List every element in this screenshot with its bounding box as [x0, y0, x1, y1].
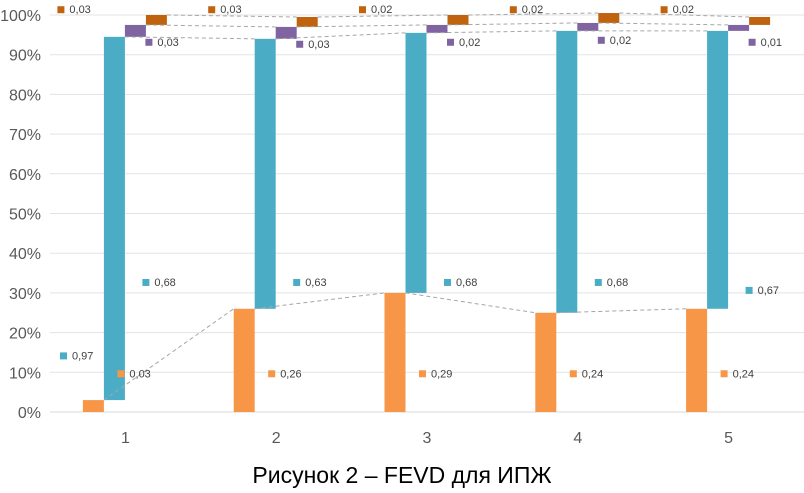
bar-s4: [296, 16, 318, 27]
x-tick-label: 2: [272, 430, 281, 447]
y-tick-label: 20%: [9, 326, 41, 343]
label-marker: [748, 38, 756, 46]
label-marker: [569, 370, 577, 378]
y-tick-label: 50%: [9, 207, 41, 224]
bar-s1: [384, 292, 406, 412]
data-label: 0,24: [733, 368, 754, 380]
label-marker: [745, 286, 753, 294]
label-marker: [268, 370, 276, 378]
bar-s1: [82, 400, 104, 412]
data-label: 0,02: [522, 4, 543, 16]
label-marker: [293, 278, 301, 286]
bar-s4: [145, 15, 167, 25]
y-tick-label: 10%: [9, 365, 41, 382]
connector-s1: [405, 292, 536, 314]
label-marker: [142, 278, 150, 286]
bar-s1: [233, 308, 255, 412]
bar-s2: [254, 38, 276, 309]
bar-s3: [728, 24, 750, 31]
connector-s3: [296, 24, 427, 28]
label-marker: [419, 370, 426, 378]
y-tick-label: 60%: [9, 167, 41, 184]
label-marker: [296, 40, 304, 48]
connectors: [103, 12, 750, 401]
connector-s4: [468, 12, 599, 16]
connector-s1: [254, 292, 385, 310]
data-label: 0,02: [459, 37, 480, 49]
connector-s1: [556, 308, 687, 314]
fevd-chart: 0% 10% 20% 30% 40% 50% 60% 70% 80% 90% 100% 1 2 3 4 5 0…: [0, 4, 804, 447]
label-marker: [509, 6, 517, 14]
connector-s4: [317, 14, 448, 18]
data-label: 0,03: [129, 368, 150, 380]
connector-s3: [447, 22, 578, 26]
figure-caption: Рисунок 2 – FEVD для ИПЖ: [252, 462, 552, 488]
label-marker: [447, 38, 454, 46]
bar-s4: [447, 15, 469, 25]
data-label: 0,02: [610, 35, 631, 47]
connector-s4: [166, 14, 297, 18]
y-tick-label: 90%: [9, 48, 41, 65]
bars: [82, 13, 771, 412]
bar-s4: [598, 13, 620, 23]
label-marker: [145, 38, 153, 46]
connector-s3: [145, 24, 276, 28]
data-label: 0,29: [431, 368, 452, 380]
label-marker: [720, 370, 728, 378]
bar-s3: [124, 24, 146, 37]
bar-s2: [556, 30, 578, 313]
data-labels: 0,03 0,68 0,03 0,03 0,26 0,63 0,03 0,03 0,29 0,68…: [57, 4, 782, 380]
data-label: 0,68: [456, 277, 477, 289]
y-tick-label: 80%: [9, 87, 41, 104]
label-marker: [208, 6, 216, 14]
data-label: 0,03: [157, 37, 178, 49]
data-label: 0,68: [607, 277, 628, 289]
bar-s3: [275, 26, 297, 39]
bar-s1: [686, 308, 708, 412]
data-label: 0,24: [582, 368, 603, 380]
bar-s4: [749, 16, 771, 25]
label-marker: [597, 36, 605, 44]
bar-s2: [405, 32, 427, 293]
label-marker: [117, 370, 125, 378]
data-label: 0,67: [758, 285, 779, 297]
x-tick-label: 5: [724, 430, 733, 447]
bar-s1: [535, 312, 557, 412]
data-label: 0,02: [371, 4, 392, 16]
y-tick-label: 70%: [9, 127, 41, 144]
data-label: 0,68: [154, 277, 175, 289]
data-label: 0,63: [305, 277, 326, 289]
connector-s3: [598, 22, 729, 26]
label-marker: [60, 352, 67, 360]
axes: 0% 10% 20% 30% 40% 50% 60% 70% 80% 90% 100% 1 2 3 4 5: [0, 8, 804, 447]
bar-s2: [103, 36, 125, 401]
y-tick-label: 0%: [18, 405, 41, 422]
bar-s3: [426, 24, 448, 33]
x-tick-label: 1: [121, 430, 130, 447]
data-label: 0,01: [761, 37, 782, 49]
connector-s4: [619, 12, 750, 18]
bar-s3: [577, 22, 599, 31]
data-label: 0,97: [72, 350, 93, 362]
data-label: 0,03: [220, 4, 241, 16]
data-label: 0,26: [280, 368, 301, 380]
y-tick-label: 100%: [0, 8, 41, 25]
label-marker: [444, 278, 451, 286]
bar-s2: [707, 30, 729, 309]
connector-s2: [124, 36, 255, 40]
data-label: 0,03: [308, 39, 329, 51]
connector-s2: [426, 30, 557, 34]
label-marker: [594, 278, 602, 286]
connector-s1: [103, 308, 234, 401]
label-marker: [660, 6, 668, 14]
y-tick-label: 40%: [9, 246, 41, 263]
connector-s2: [275, 32, 406, 40]
x-tick-label: 3: [423, 430, 432, 447]
x-tick-label: 4: [573, 430, 582, 447]
y-tick-label: 30%: [9, 286, 41, 303]
label-marker: [57, 6, 65, 14]
data-label: 0,02: [673, 4, 694, 16]
label-marker: [359, 6, 366, 14]
data-label: 0,03: [69, 4, 90, 16]
